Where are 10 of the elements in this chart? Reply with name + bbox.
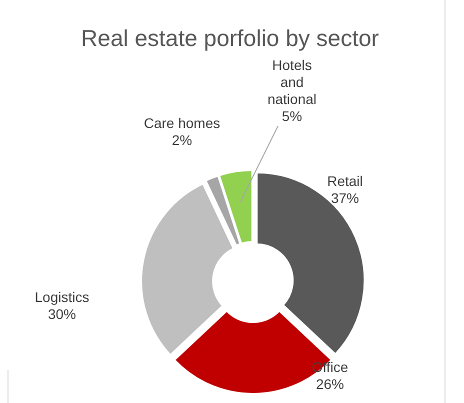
slice-label: Retail [327, 173, 363, 189]
data-label: 30% [48, 306, 76, 322]
slice-label: Care homes [144, 115, 220, 131]
data-label: 2% [172, 132, 192, 148]
data-label: 5% [282, 108, 302, 124]
slice-label: Hotels and national [267, 57, 317, 107]
chart-title: Real estate porfolio by sector [81, 25, 380, 51]
data-label: 26% [316, 376, 344, 392]
data-label: 37% [330, 190, 360, 206]
slice-label: Logistics [34, 289, 90, 305]
